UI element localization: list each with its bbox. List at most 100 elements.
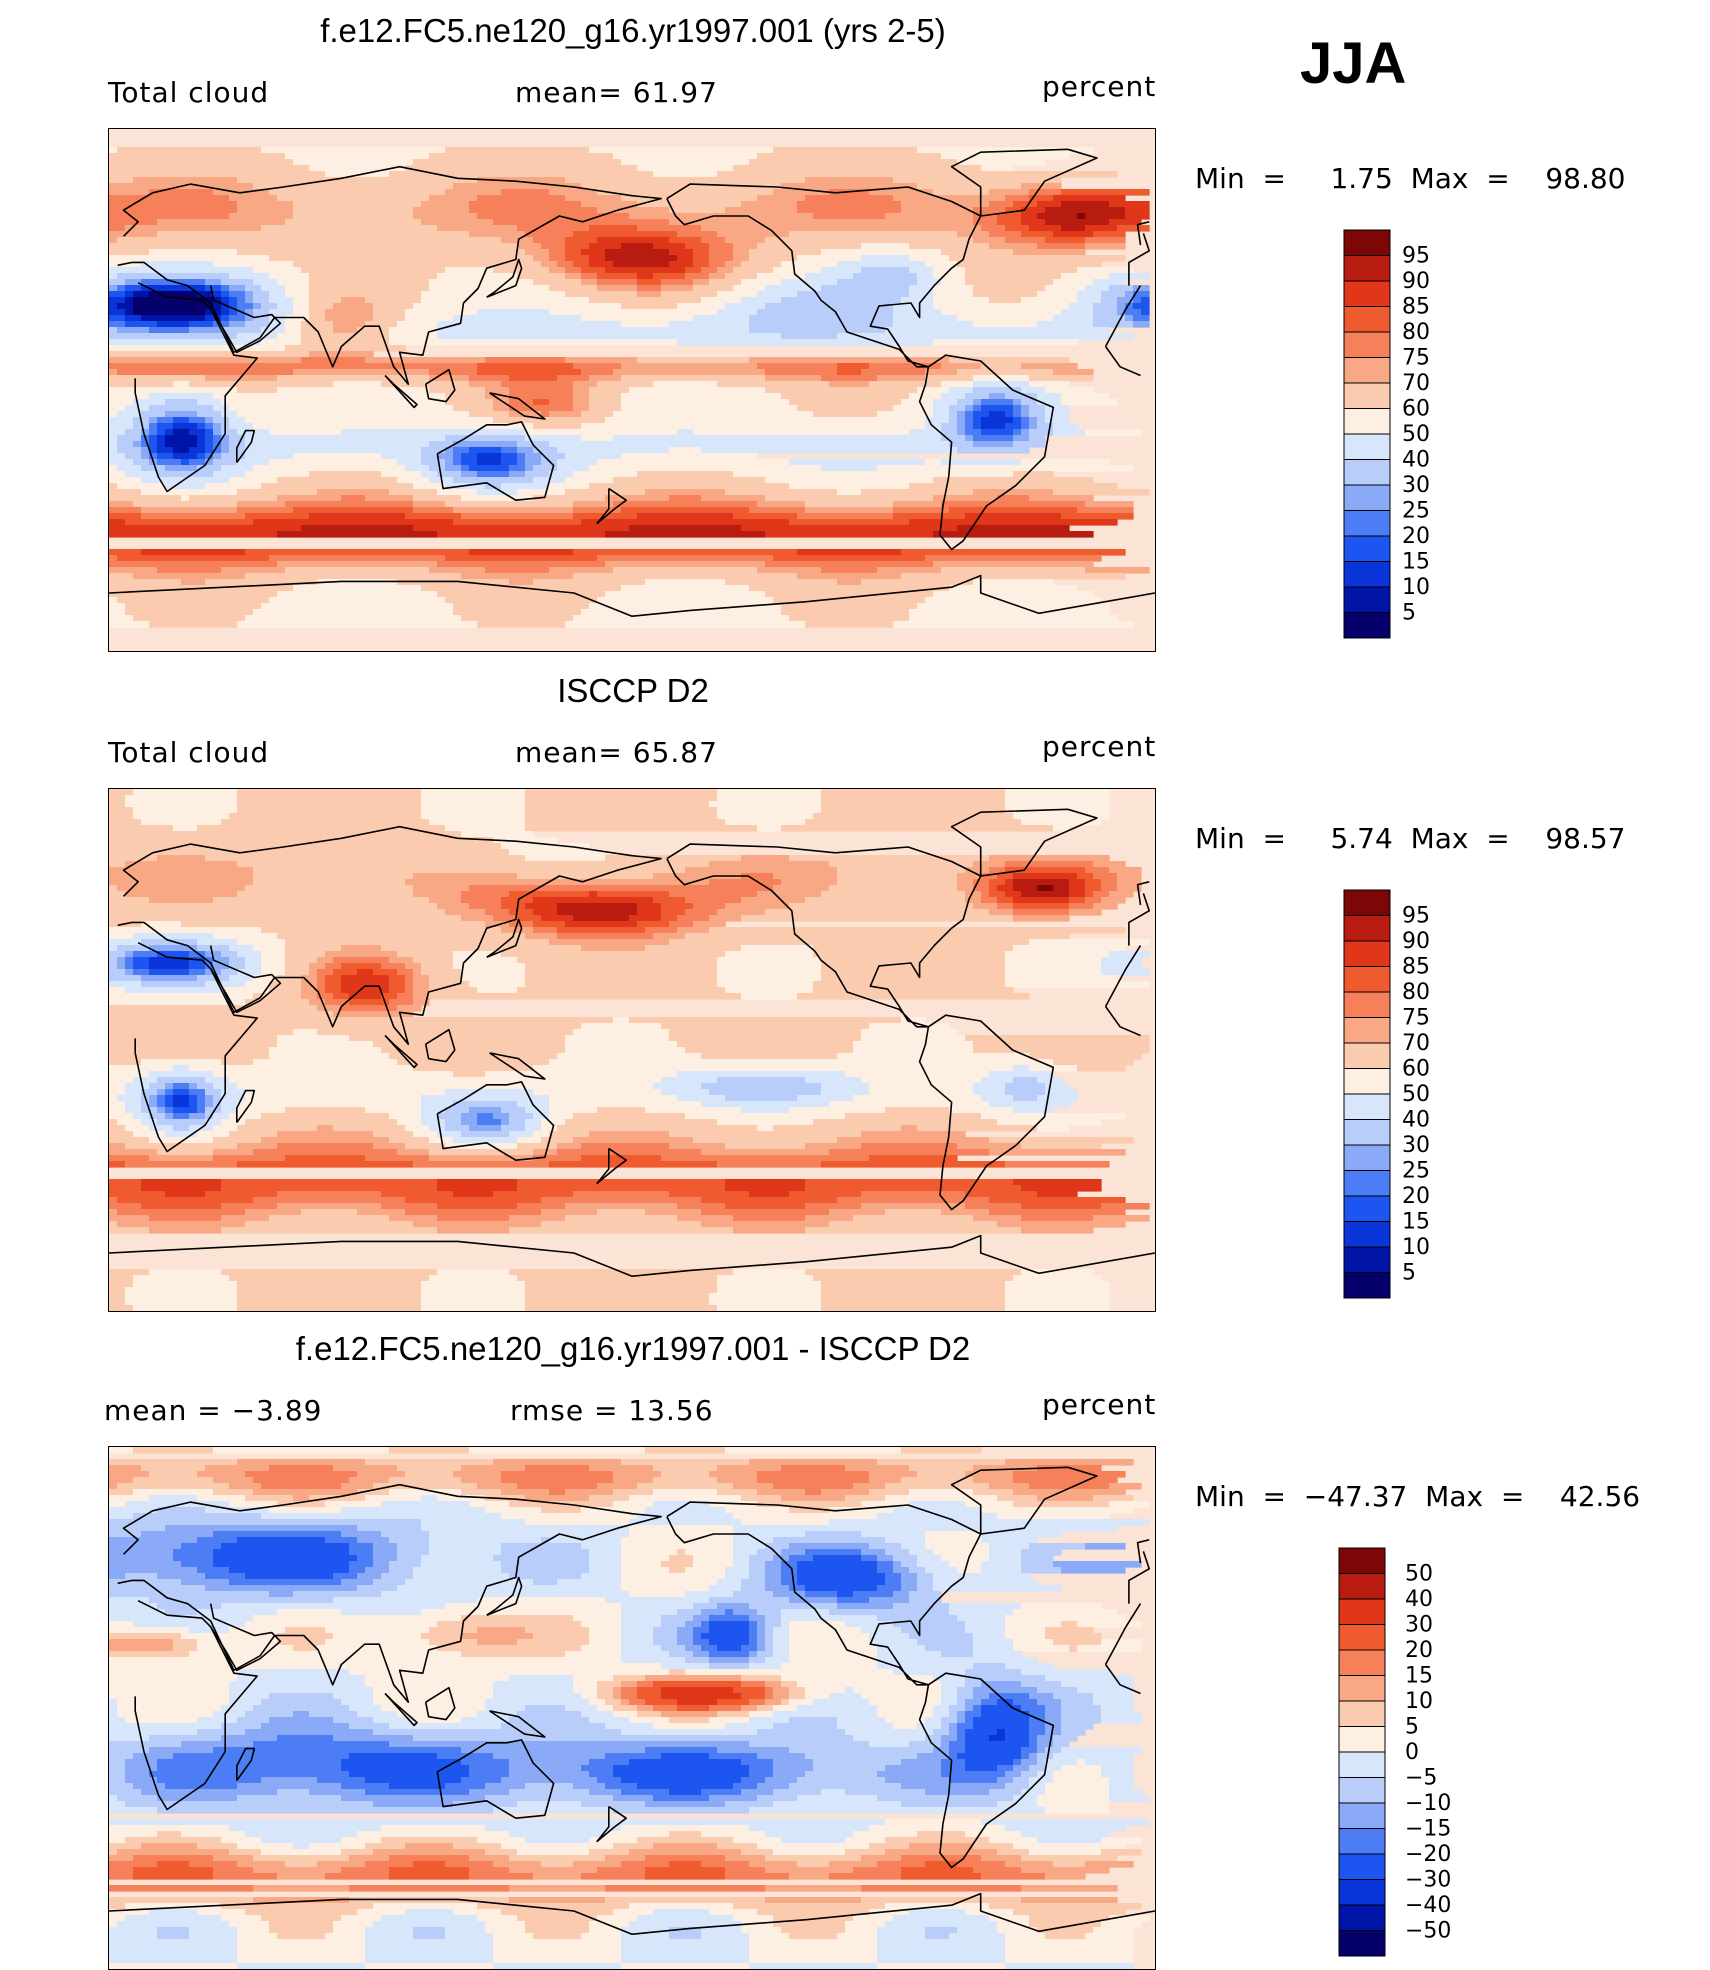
panel3-coastline bbox=[950, 1466, 1098, 1535]
panel1-field-cell bbox=[933, 591, 1094, 598]
panel3-field-cell bbox=[325, 1873, 390, 1880]
panel2-field-cell bbox=[525, 975, 718, 982]
panel3-field-cell bbox=[1013, 1471, 1126, 1478]
panel1-field-cell bbox=[533, 495, 606, 502]
panel3-field-cell bbox=[581, 1711, 614, 1718]
panel3-field-cell bbox=[589, 1465, 654, 1472]
panel3-field-cell bbox=[613, 1771, 750, 1778]
panel1-field-cell bbox=[525, 459, 542, 466]
panel3-field-cell bbox=[373, 1555, 398, 1562]
panel1-field-cell bbox=[605, 591, 766, 598]
panel1-field-cell bbox=[109, 225, 126, 232]
panel3-field-cell bbox=[1085, 1759, 1134, 1766]
panel3-field-cell bbox=[765, 1627, 774, 1634]
panel3-field-cell bbox=[765, 1615, 782, 1622]
colorbar2-tick-label: 80 bbox=[1402, 980, 1430, 1005]
panel3-field-cell bbox=[733, 1513, 878, 1520]
panel1-field-cell bbox=[1021, 297, 1078, 304]
panel3-field-cell bbox=[1045, 1933, 1086, 1940]
panel1-field-cell bbox=[253, 465, 406, 472]
panel3-field-cell bbox=[581, 1573, 622, 1580]
panel3-field-cell bbox=[237, 1963, 366, 1969]
panel1-field-cell bbox=[1013, 201, 1038, 208]
panel2-field-cell bbox=[133, 1281, 238, 1288]
panel3-field-cell bbox=[109, 1723, 222, 1730]
panel2-field-cell bbox=[701, 1101, 830, 1108]
panel1-field-cell bbox=[1037, 423, 1054, 430]
panel2-field-cell bbox=[989, 1209, 1126, 1216]
panel3-field-cell bbox=[725, 1447, 902, 1454]
panel1-field-cell bbox=[165, 483, 206, 490]
panel3-field-cell bbox=[1013, 1699, 1038, 1706]
panel3-field-cell bbox=[493, 1753, 606, 1760]
panel3-field-cell bbox=[1093, 1693, 1134, 1700]
panel1-field-cell bbox=[949, 417, 958, 424]
panel3-field-cell bbox=[877, 1771, 942, 1778]
panel2-field-cell bbox=[1013, 1065, 1030, 1072]
panel3-field-cell bbox=[629, 1921, 742, 1928]
panel3-field-cell bbox=[565, 1705, 598, 1712]
panel1-field-cell bbox=[221, 285, 230, 292]
panel1-field-cell bbox=[253, 315, 270, 322]
panel1-field-cell bbox=[885, 213, 974, 220]
panel2-field-cell bbox=[525, 1119, 542, 1126]
panel3-field-cell bbox=[949, 1741, 966, 1748]
panel2-field-cell bbox=[221, 987, 270, 994]
panel2-field-cell bbox=[197, 939, 238, 946]
panel3-coastline bbox=[209, 1603, 282, 1672]
panel1-field-cell bbox=[1085, 243, 1126, 250]
panel2-field-cell bbox=[533, 909, 558, 916]
panel2-field-cell bbox=[109, 1149, 158, 1156]
panel1-field bbox=[109, 147, 1150, 628]
panel3-field-cell bbox=[621, 1777, 742, 1784]
panel1-field-cell bbox=[821, 249, 942, 256]
panel2-field-cell bbox=[1013, 1095, 1038, 1102]
panel2-field-cell bbox=[813, 951, 1006, 958]
panel2-field-cell bbox=[117, 885, 246, 892]
panel1-field-cell bbox=[261, 225, 438, 232]
panel2-field-cell bbox=[741, 897, 806, 904]
panel1-field-cell bbox=[117, 447, 142, 454]
panel3-field-cell bbox=[965, 1675, 1046, 1682]
panel3-field-cell bbox=[653, 1477, 718, 1484]
panel2-field-cell bbox=[109, 873, 254, 880]
panel1-field-cell bbox=[285, 291, 310, 298]
panel3-field-cell bbox=[677, 1639, 694, 1646]
panel2-field-cell bbox=[733, 1215, 806, 1222]
panel1-field-cell bbox=[437, 531, 606, 538]
panel3-field-cell bbox=[917, 1639, 974, 1646]
panel1-field-cell bbox=[221, 291, 230, 298]
panel1-field-cell bbox=[213, 429, 222, 436]
panel1-field-cell bbox=[141, 465, 166, 472]
panel3-field-cell bbox=[501, 1567, 590, 1574]
panel1-field-cell bbox=[109, 429, 126, 436]
panel1-field-cell bbox=[549, 399, 574, 406]
panel3-field-cell bbox=[1045, 1627, 1094, 1634]
panel2-field-cell bbox=[325, 999, 350, 1006]
panel3-field-cell bbox=[397, 1585, 622, 1592]
panel1-field-cell bbox=[149, 435, 158, 442]
panel3-field-cell bbox=[701, 1633, 750, 1640]
panel1-field-cell bbox=[197, 291, 214, 298]
panel3-field-cell bbox=[581, 1693, 598, 1700]
panel3-field-cell bbox=[669, 1567, 686, 1574]
panel2-field-cell bbox=[973, 1215, 1022, 1222]
panel1-field-cell bbox=[125, 609, 254, 616]
panel3-field-cell bbox=[749, 1621, 758, 1628]
panel1-field-cell bbox=[749, 507, 806, 514]
panel1-field-cell bbox=[109, 171, 326, 178]
panel1-field-cell bbox=[109, 483, 118, 490]
panel1-field-cell bbox=[677, 231, 718, 238]
panel1-field-cell bbox=[285, 285, 310, 292]
panel1-field-cell bbox=[293, 507, 414, 514]
panel2-field-cell bbox=[109, 915, 462, 922]
panel1-field-cell bbox=[149, 249, 238, 256]
panel3-field-cell bbox=[893, 1669, 966, 1676]
panel2-field-cell bbox=[557, 927, 646, 934]
panel1-field-cell bbox=[717, 267, 734, 274]
panel2-field-cell bbox=[1077, 1065, 1126, 1072]
panel1-field-cell bbox=[269, 255, 534, 262]
panel2-field-cell bbox=[245, 1095, 422, 1102]
panel3-field-cell bbox=[365, 1459, 494, 1466]
panel3-field-cell bbox=[349, 1885, 510, 1892]
